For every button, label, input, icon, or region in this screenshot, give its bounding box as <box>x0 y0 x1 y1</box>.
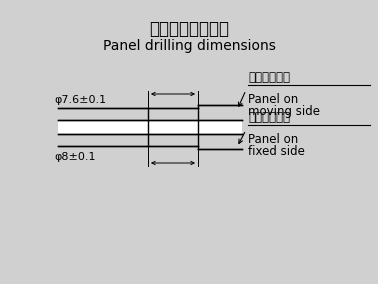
Text: 固定側パネル: 固定側パネル <box>248 111 290 124</box>
Text: φ7.6±0.1: φ7.6±0.1 <box>54 95 106 105</box>
Text: φ8±0.1: φ8±0.1 <box>54 152 96 162</box>
Text: 移動側パネル: 移動側パネル <box>248 71 290 84</box>
Text: Panel drilling dimensions: Panel drilling dimensions <box>102 39 276 53</box>
Bar <box>58 120 242 134</box>
Text: fixed side: fixed side <box>248 145 305 158</box>
Text: Panel on: Panel on <box>248 133 298 146</box>
Text: moving side: moving side <box>248 105 320 118</box>
Text: パネル穴明け寸法: パネル穴明け寸法 <box>149 20 229 38</box>
Text: Panel on: Panel on <box>248 93 298 106</box>
